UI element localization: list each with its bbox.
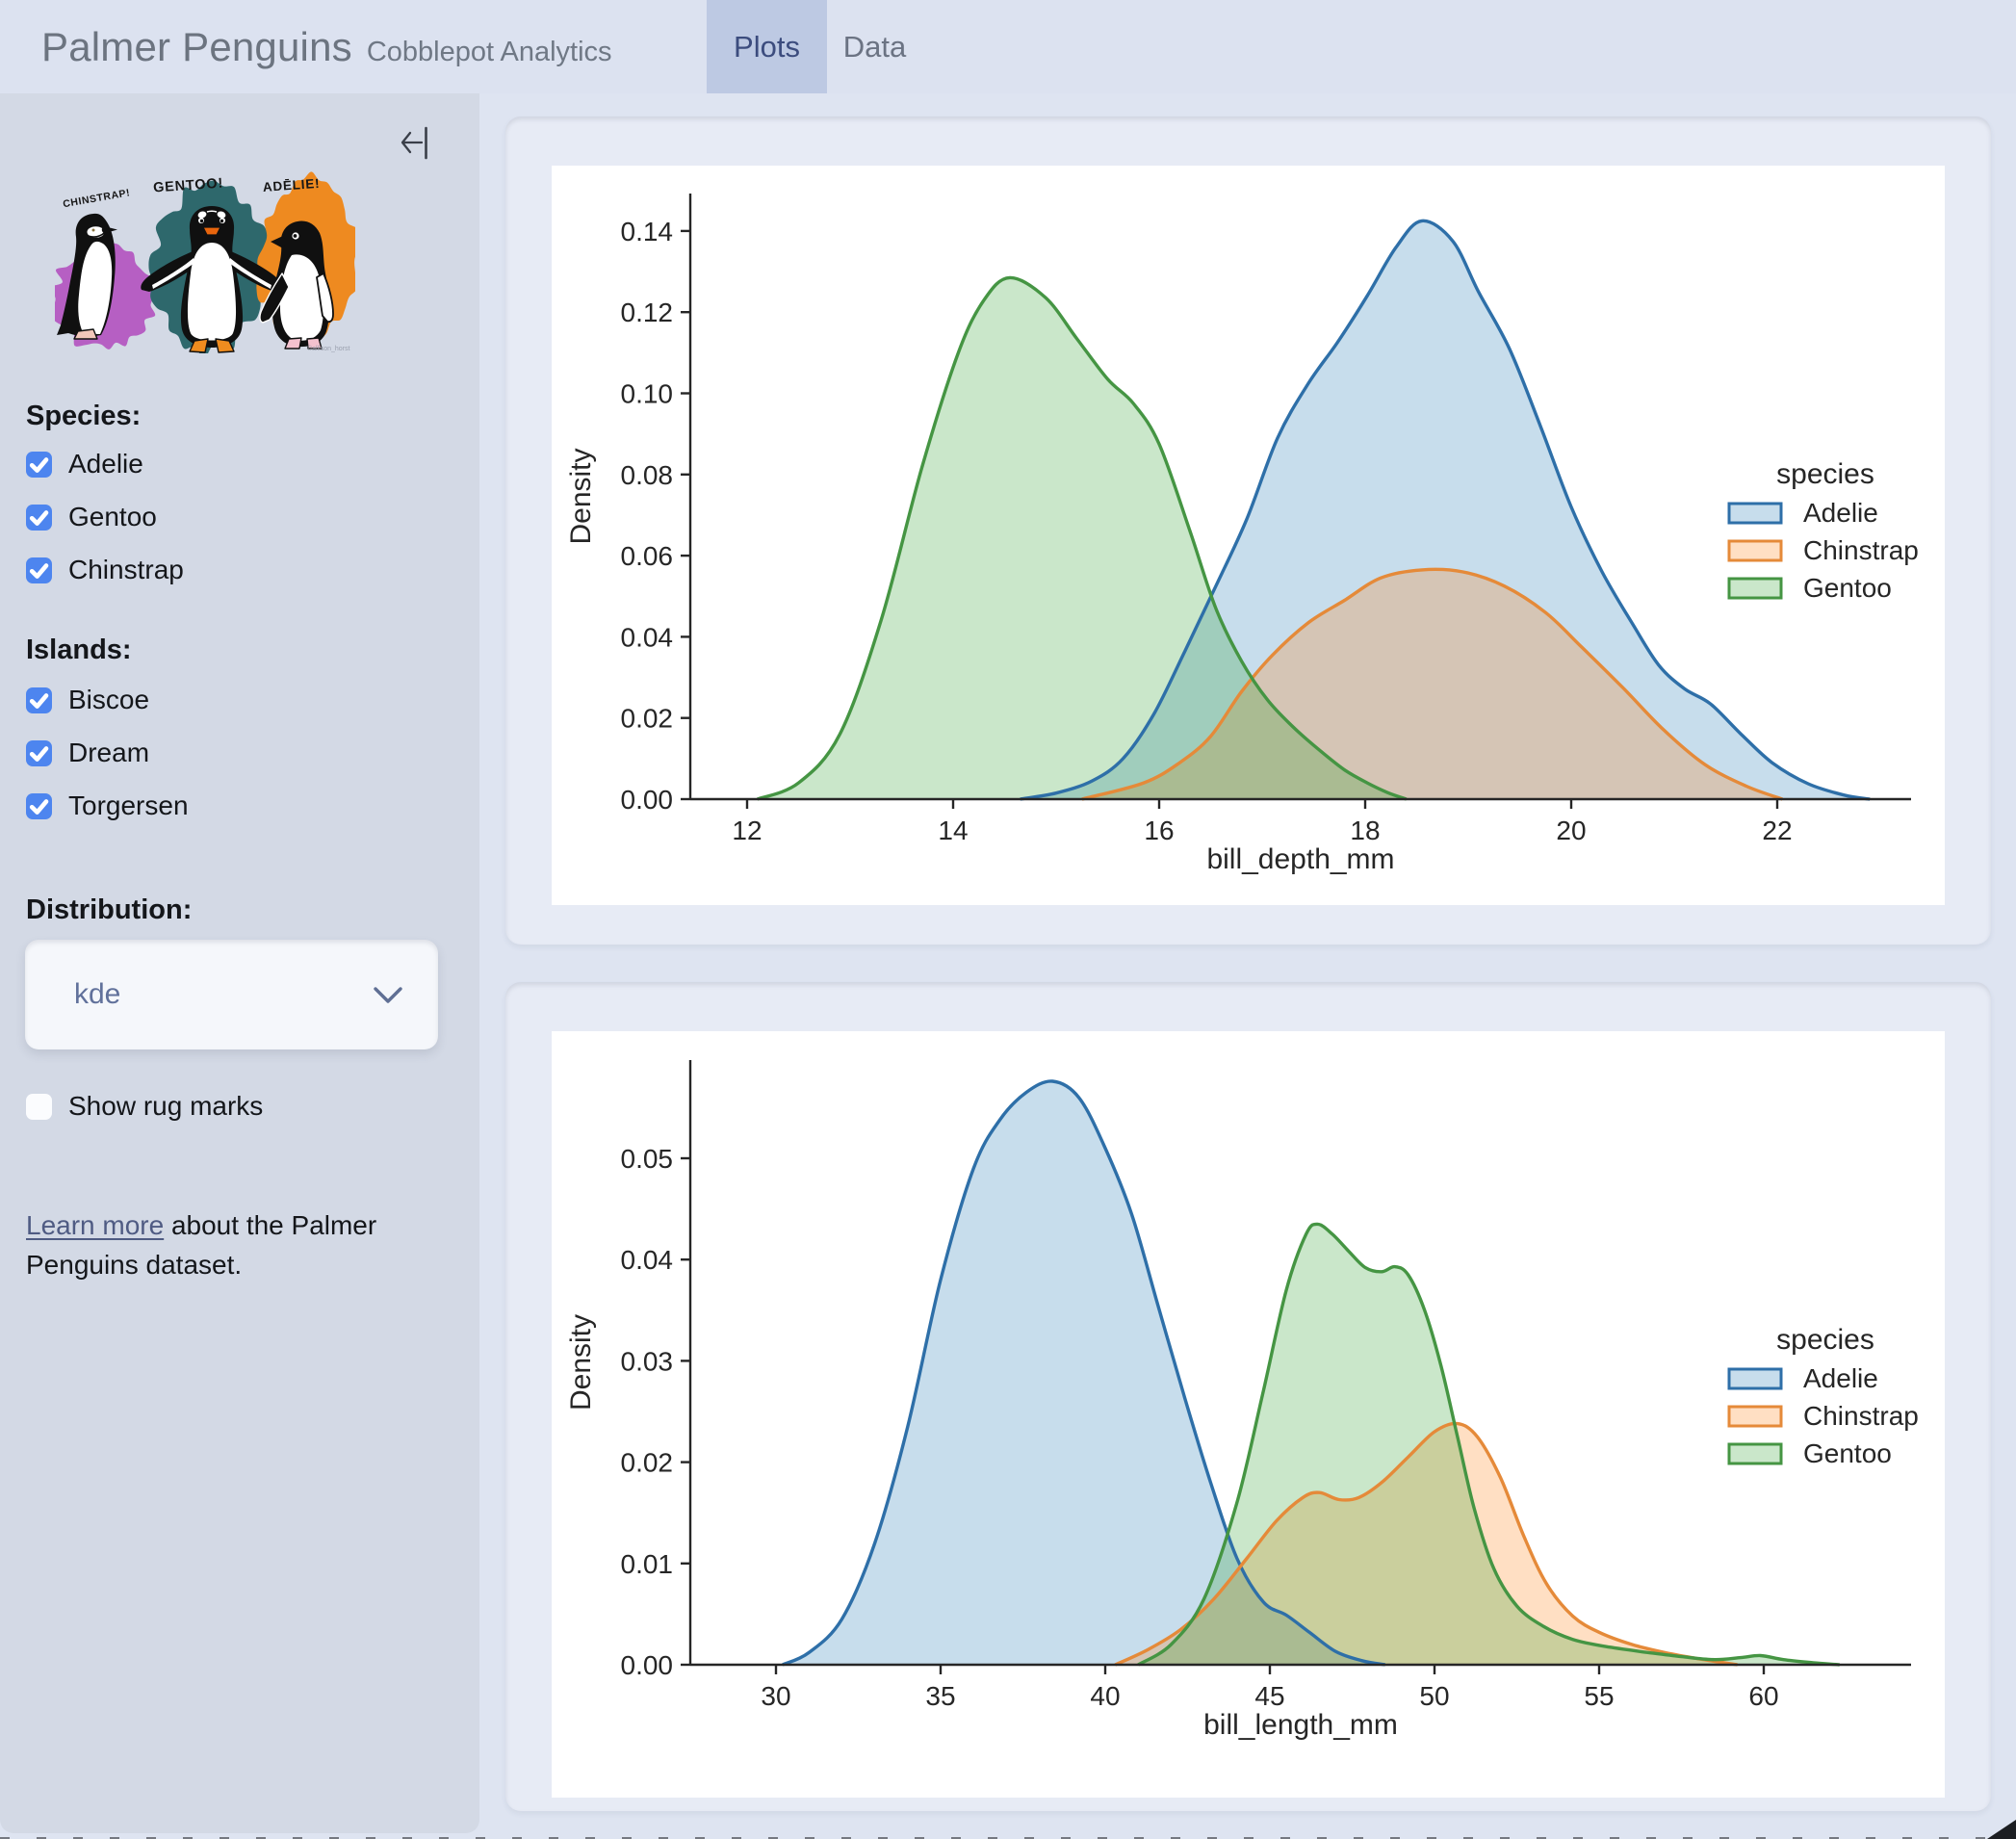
svg-text:0.04: 0.04 [621, 1245, 674, 1275]
svg-text:0.10: 0.10 [621, 379, 674, 409]
svg-text:Chinstrap: Chinstrap [1803, 1401, 1919, 1431]
svg-text:0.06: 0.06 [621, 541, 674, 571]
svg-text:Density: Density [565, 1314, 597, 1411]
svg-text:40: 40 [1090, 1681, 1120, 1711]
svg-text:ADĒLIE!: ADĒLIE! [262, 176, 321, 194]
svg-text:0.02: 0.02 [621, 1448, 674, 1478]
svg-text:Gentoo: Gentoo [1803, 1438, 1892, 1468]
svg-text:0.04: 0.04 [621, 622, 674, 652]
svg-text:16: 16 [1144, 816, 1174, 845]
svg-text:Density: Density [565, 448, 597, 544]
svg-text:14: 14 [938, 816, 968, 845]
svg-text:Gentoo: Gentoo [1803, 573, 1892, 603]
svg-text:0.05: 0.05 [621, 1144, 674, 1174]
svg-text:18: 18 [1350, 816, 1380, 845]
svg-text:0.03: 0.03 [621, 1346, 674, 1376]
svg-text:Adelie: Adelie [1803, 498, 1878, 528]
svg-text:22: 22 [1762, 816, 1792, 845]
svg-text:species: species [1776, 1324, 1874, 1356]
svg-text:0.01: 0.01 [621, 1549, 674, 1579]
svg-text:bill_length_mm: bill_length_mm [1203, 1709, 1398, 1741]
svg-text:0.08: 0.08 [621, 460, 674, 490]
svg-text:0.02: 0.02 [621, 704, 674, 734]
svg-text:0.14: 0.14 [621, 217, 674, 246]
svg-text:GENTOO!: GENTOO! [153, 175, 224, 195]
svg-text:Adelie: Adelie [1803, 1363, 1878, 1393]
svg-text:species: species [1776, 458, 1874, 490]
svg-text:30: 30 [761, 1681, 790, 1711]
svg-text:CHINSTRAP!: CHINSTRAP! [62, 187, 131, 210]
svg-text:Chinstrap: Chinstrap [1803, 535, 1919, 565]
svg-text:0.00: 0.00 [621, 1650, 674, 1680]
svg-text:45: 45 [1254, 1681, 1284, 1711]
svg-text:35: 35 [925, 1681, 955, 1711]
svg-text:55: 55 [1584, 1681, 1614, 1711]
svg-text:20: 20 [1556, 816, 1586, 845]
svg-text:60: 60 [1748, 1681, 1778, 1711]
svg-text:bill_depth_mm: bill_depth_mm [1206, 843, 1394, 875]
svg-text:12: 12 [732, 816, 762, 845]
svg-text:0.00: 0.00 [621, 785, 674, 815]
svg-text:0.12: 0.12 [621, 298, 674, 327]
svg-text:50: 50 [1419, 1681, 1449, 1711]
svg-text:©allison_horst: ©allison_horst [307, 345, 350, 352]
